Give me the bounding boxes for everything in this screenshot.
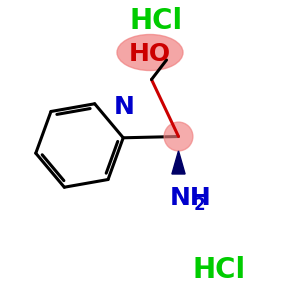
Text: HO: HO (129, 42, 171, 66)
Circle shape (164, 122, 193, 151)
Text: N: N (114, 94, 135, 118)
Polygon shape (172, 151, 185, 174)
Text: HCl: HCl (129, 7, 183, 35)
Text: HCl: HCl (192, 256, 246, 284)
Ellipse shape (117, 34, 183, 70)
Text: NH: NH (169, 186, 211, 210)
Text: 2: 2 (194, 196, 205, 214)
